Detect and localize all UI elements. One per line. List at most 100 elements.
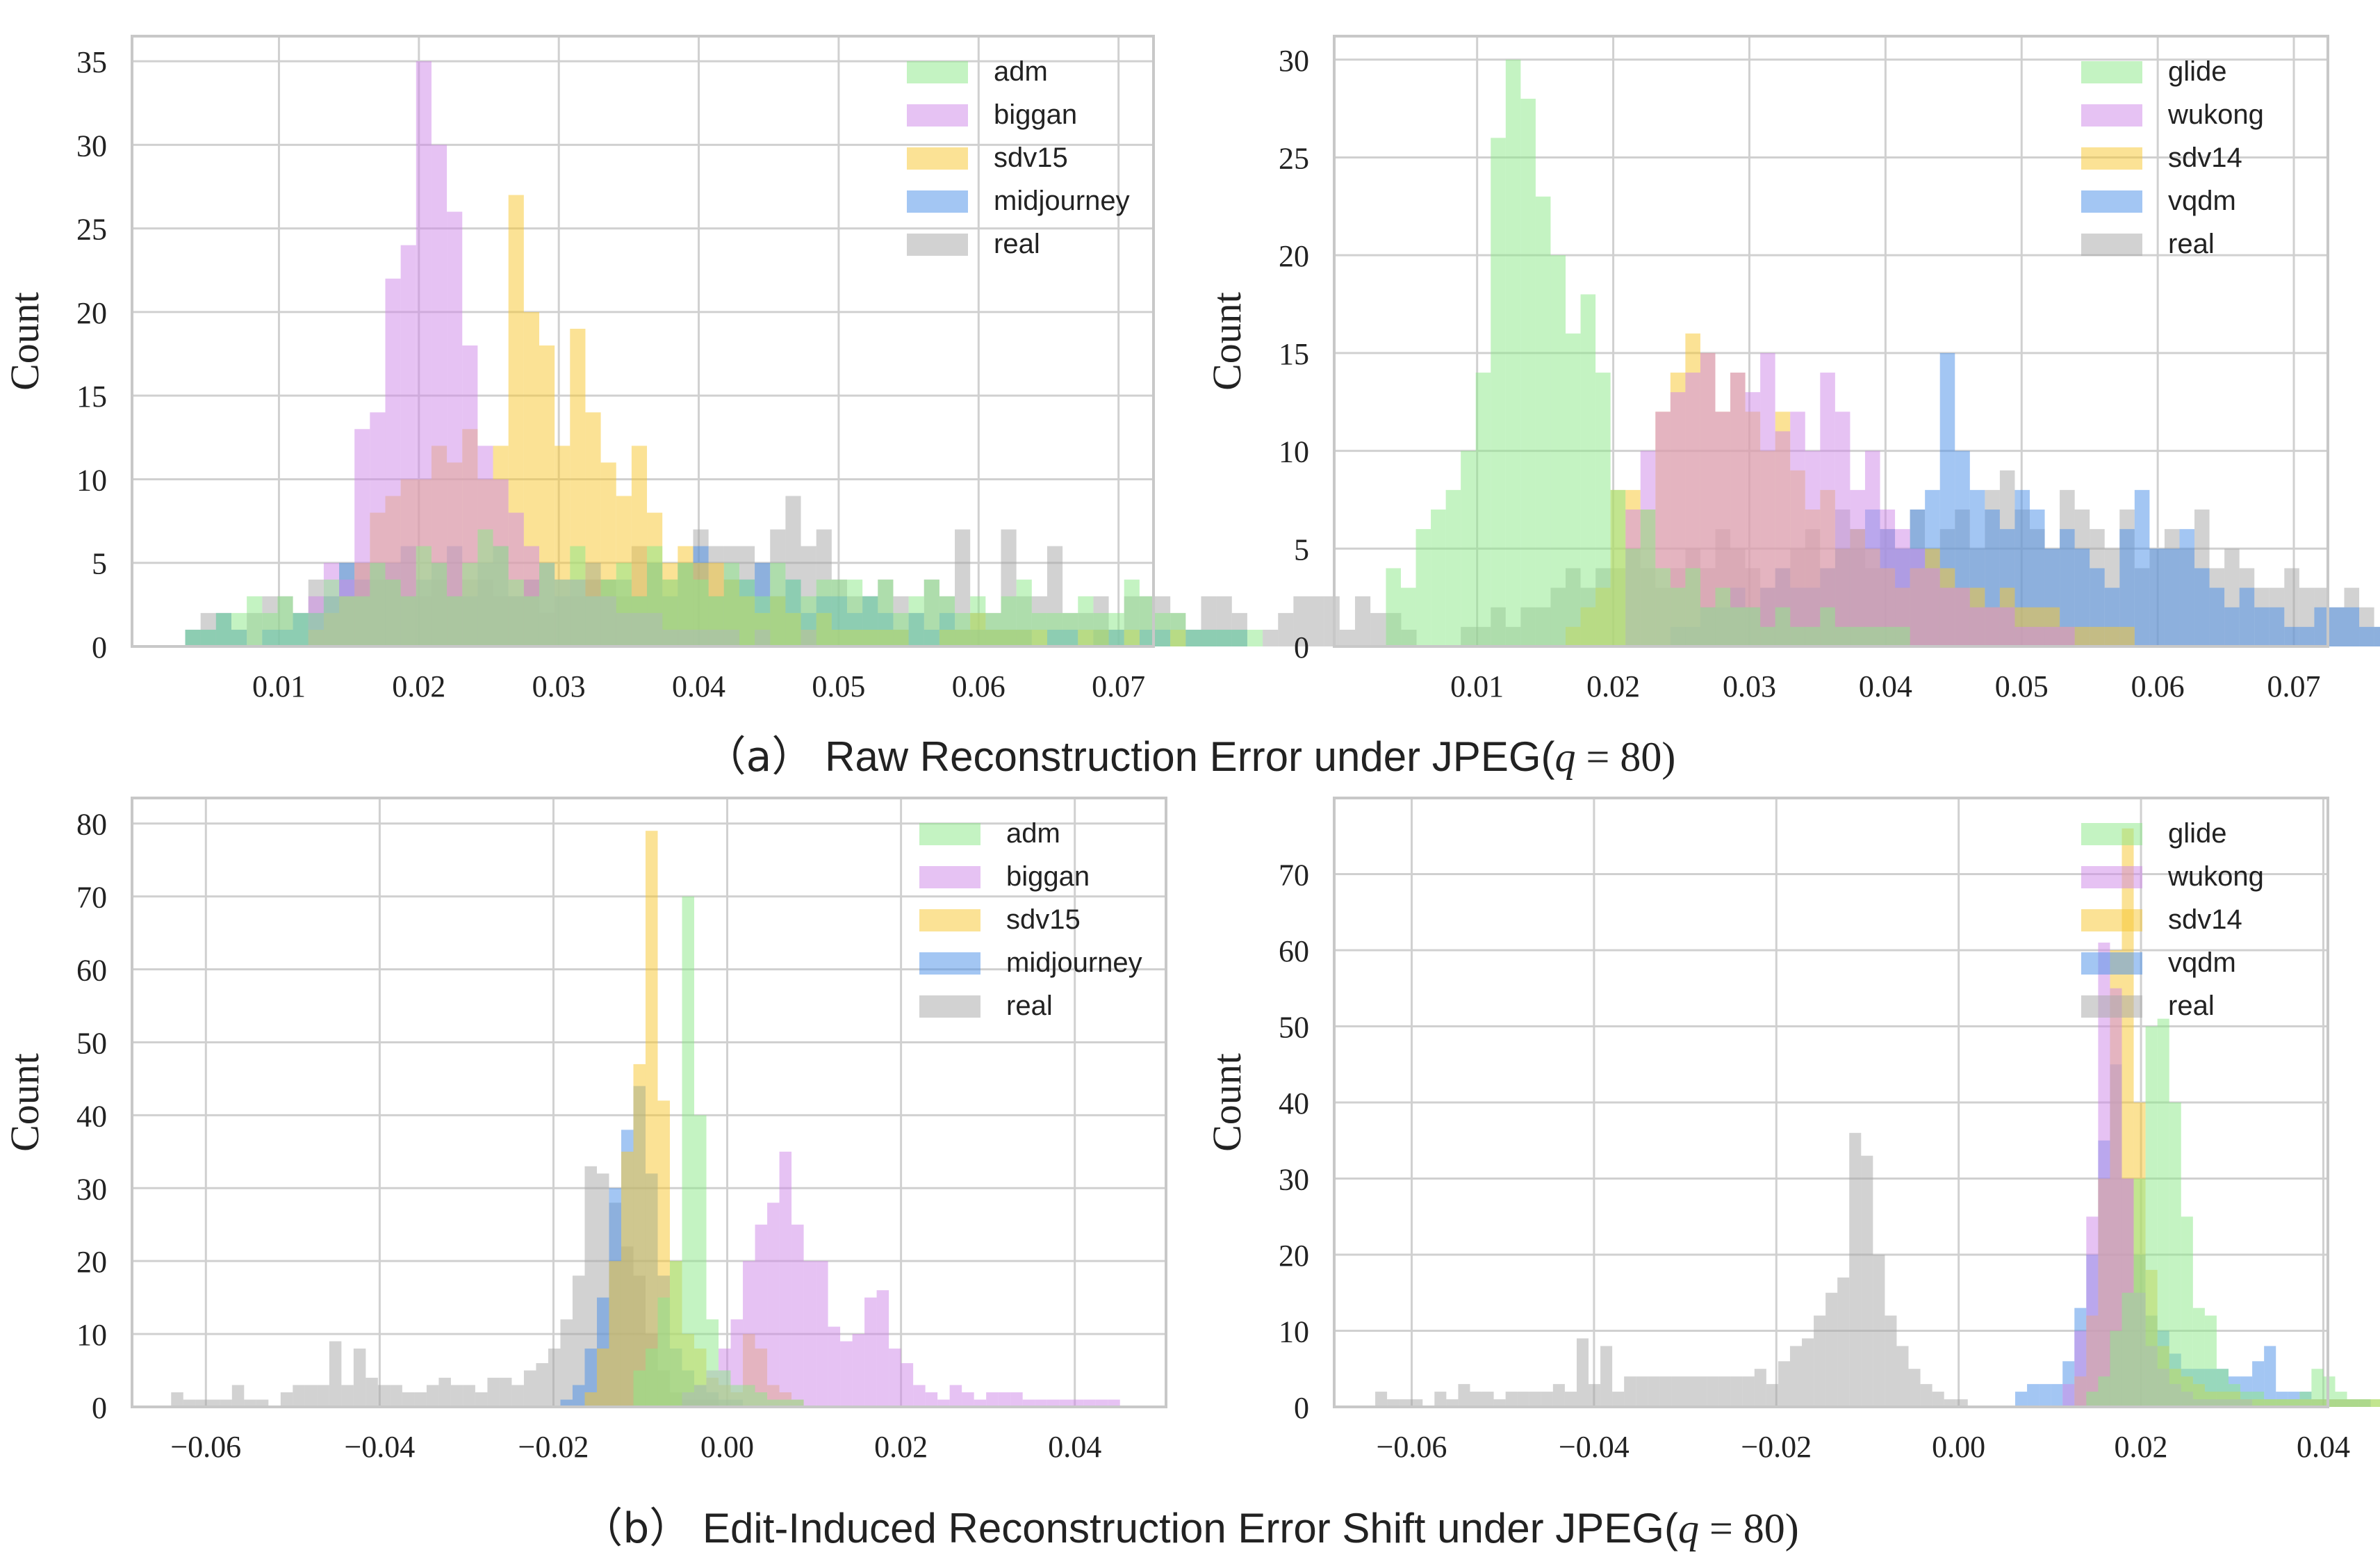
- bar-glide: [1550, 255, 1566, 647]
- bar-glide: [1610, 489, 1626, 646]
- y-tick-label: 5: [1294, 532, 1309, 567]
- bar-glide: [2240, 1392, 2253, 1407]
- bar-glide: [2133, 1178, 2146, 1407]
- bar-real: [183, 1399, 196, 1407]
- legend-label-real: real: [2168, 229, 2215, 259]
- x-tick-label: −0.02: [518, 1430, 589, 1464]
- bar-vqdm: [2074, 548, 2090, 646]
- bar-adm: [1001, 596, 1017, 646]
- bar-real: [1308, 596, 1324, 646]
- bar-biggan: [1083, 1399, 1096, 1407]
- legend-label-wukong: wukong: [2167, 861, 2264, 892]
- bar-adm: [247, 596, 263, 646]
- bar-biggan: [974, 1399, 987, 1407]
- bar-vqdm: [2164, 548, 2180, 646]
- bar-biggan: [1022, 1399, 1035, 1407]
- y-tick-label: 15: [76, 380, 107, 414]
- y-tick-label: 70: [1279, 858, 1309, 893]
- bar-vqdm: [2134, 489, 2150, 646]
- y-tick-label: 30: [76, 129, 107, 163]
- bar-glide: [2347, 1399, 2359, 1407]
- bar-real: [1278, 612, 1294, 646]
- bar-adm: [1139, 596, 1156, 646]
- bar-adm: [1093, 612, 1109, 646]
- bar-real: [1411, 1399, 1423, 1407]
- bar-adm: [633, 1370, 646, 1407]
- bar-real: [1802, 1338, 1814, 1407]
- bar-real: [536, 1363, 548, 1407]
- bar-adm: [416, 546, 432, 646]
- bar-real: [1576, 1338, 1589, 1407]
- bar-wukong: [1745, 392, 1761, 646]
- bar-glide: [1835, 626, 1850, 646]
- legend: glide wukong sdv14 vqdm real: [2081, 818, 2264, 1021]
- bar-wukong: [2074, 1330, 2087, 1407]
- legend-swatch-real: [2081, 995, 2142, 1018]
- bar-glide: [2157, 1018, 2169, 1407]
- chart-b-left: −0.06 −0.04 −0.02 0.00 0.02 0.04 0 10 20 30 40 50 60…: [2, 797, 1167, 1464]
- legend-label-glide: glide: [2168, 818, 2227, 849]
- bar-real: [390, 1385, 402, 1407]
- bar-glide: [2145, 1026, 2158, 1407]
- bar-wukong: [2030, 626, 2045, 646]
- legend-swatch-glide: [2081, 823, 2142, 845]
- bar-biggan: [385, 278, 401, 646]
- bar-biggan: [816, 1261, 828, 1407]
- y-tick-label: 5: [92, 547, 107, 581]
- x-tick-label: 0.01: [252, 669, 306, 703]
- bar-glide: [1625, 548, 1641, 646]
- x-tick-label: 0.05: [812, 669, 865, 703]
- bar-biggan: [1071, 1399, 1084, 1407]
- bar-real: [1932, 1392, 1944, 1407]
- bar-glide: [1895, 626, 1910, 646]
- legend-swatch-real: [2081, 234, 2142, 256]
- y-tick-label: 60: [1279, 934, 1309, 968]
- bar-adm: [493, 546, 509, 646]
- bar-real: [317, 1385, 329, 1407]
- bar-adm: [1108, 612, 1124, 646]
- y-tick-label: 30: [1279, 44, 1309, 78]
- bar-vqdm: [2374, 626, 2380, 646]
- bar-glide: [1520, 99, 1536, 647]
- bar-real: [1837, 1277, 1850, 1407]
- bar-real: [1789, 1346, 1803, 1407]
- bar-adm: [1201, 629, 1217, 646]
- bar-biggan: [901, 1363, 914, 1407]
- x-tick-label: −0.04: [1559, 1430, 1630, 1464]
- bar-real: [1908, 1369, 1921, 1407]
- bar-biggan: [791, 1224, 804, 1407]
- bar-sdv15: [585, 412, 601, 646]
- x-tick-label: 0.03: [1723, 669, 1776, 703]
- bar-sdv15: [584, 1392, 597, 1407]
- bar-real: [1849, 1132, 1862, 1407]
- bar-vqdm: [2264, 1346, 2276, 1407]
- bar-biggan: [431, 145, 448, 646]
- legend-swatch-glide: [2081, 61, 2142, 83]
- y-tick-label: 10: [76, 1318, 107, 1352]
- bar-glide: [2288, 1399, 2300, 1407]
- bar-wukong: [1760, 352, 1775, 646]
- y-axis-label: Count: [2, 292, 47, 391]
- bar-wukong: [1895, 529, 1910, 646]
- bar-adm: [1185, 629, 1201, 646]
- bar-wukong: [1939, 587, 1955, 646]
- caption-a: （a） Raw Reconstruction Error under JPEG(…: [0, 723, 2380, 783]
- bar-glide: [1864, 626, 1880, 646]
- bar-real: [1458, 1384, 1470, 1407]
- bar-biggan: [1095, 1399, 1108, 1407]
- bar-adm: [1047, 612, 1063, 646]
- bar-real: [1564, 1392, 1577, 1407]
- legend-label-adm: adm: [1006, 818, 1060, 849]
- legend-label-glide: glide: [2168, 56, 2227, 87]
- y-tick-label: 25: [1279, 141, 1309, 175]
- series-biggan: [682, 1151, 1120, 1407]
- bar-adm: [770, 562, 786, 646]
- bar-glide: [2110, 1330, 2122, 1407]
- plot-frame: [1333, 797, 2329, 1408]
- bar-sdv14: [2104, 626, 2120, 646]
- bar-real: [1707, 1376, 1719, 1407]
- bar-real: [1825, 1292, 1838, 1407]
- bar-real: [499, 1378, 512, 1407]
- bar-glide: [1461, 450, 1476, 646]
- bar-wukong: [1850, 489, 1865, 646]
